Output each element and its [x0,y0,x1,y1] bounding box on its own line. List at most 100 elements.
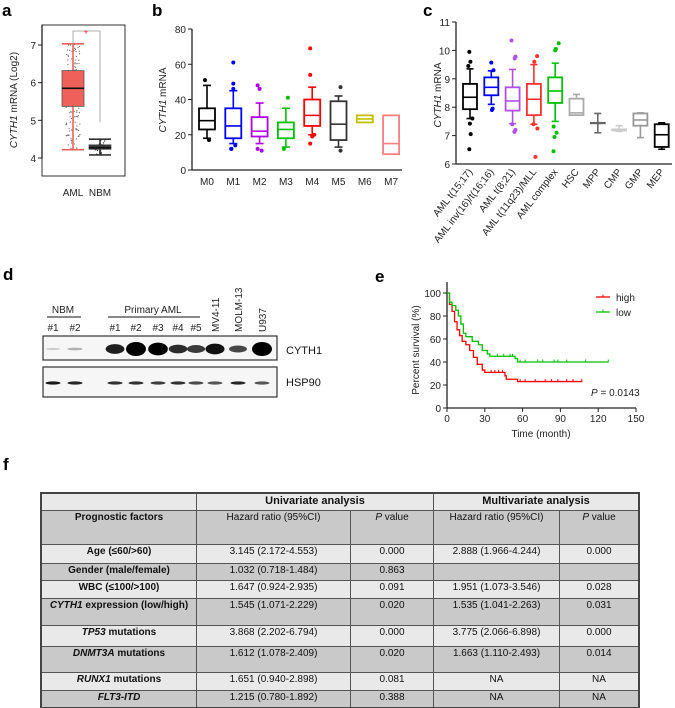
y-tick-label: 60 [175,60,187,71]
uni-p-cell: 0.000 [350,543,434,564]
factor-cell: WBC (≤100/>100) [40,579,197,599]
data-point [74,47,76,49]
y-tick-label: 20 [430,381,442,392]
factor-cell: TP53 mutations [40,624,197,647]
outlier-point [556,41,561,46]
p-symbol: P [591,388,598,399]
factor-text: expression (low/high) [82,599,189,611]
y-tick-label: 8 [444,103,450,114]
x-tick-label: 30 [479,414,491,425]
factor-cell: DNMT3A mutations [40,645,197,673]
multi-hr-cell: 3.775 (2.066-6.898) [433,624,560,647]
y-tick-label: 7 [30,41,36,52]
y-tick-label: 100 [424,289,441,300]
x-tick-label: HSC [560,167,582,190]
lane-label: #4 [172,323,184,334]
uni-p-cell: 0.020 [350,597,434,626]
outlier-point [466,64,471,69]
data-point [99,150,102,152]
box-m7 [382,114,401,156]
outlier-point [255,146,260,151]
box-aml [61,43,85,151]
y-tick-label: 80 [430,312,442,323]
outlier-point [535,126,540,131]
x-tick-label: M3 [279,177,293,188]
data-point [76,63,78,65]
data-point [73,143,76,145]
y-tick-label: 0 [435,404,441,415]
data-point [68,112,70,114]
lane-label: #1 [47,323,59,334]
y-tick-label: 6 [30,79,36,90]
y-tick-label: 40 [175,96,187,107]
lane-label: #2 [130,323,142,334]
uni-hr-cell: 1.215 (0.780-1.892) [196,689,351,708]
cyth1-band [67,347,83,351]
data-point [76,111,78,113]
data-point [103,140,106,142]
data-point [78,45,81,48]
data-point [75,59,77,61]
outlier-point [468,132,473,137]
data-point [67,144,69,146]
y-axis-label-text: mRNA [433,62,444,95]
x-tick-label: MPP [581,167,603,191]
y-tick-label: 7 [444,132,450,143]
cyth1-band [105,344,125,354]
box-aml-t-11q23-mll [526,54,542,159]
data-point [74,116,76,118]
cyth1-band [205,343,225,355]
panel-label-b: b [152,1,162,20]
data-point [75,69,77,71]
x-tick-label: M0 [200,177,214,188]
data-point [67,63,69,65]
data-point [68,130,71,132]
data-point [69,44,72,46]
cell-line-label: MOLM-13 [234,287,245,332]
data-point [70,110,72,113]
data-point [98,143,101,145]
outlier-point [231,86,236,91]
uni-hr-cell: 1.545 (1.071-2.229) [196,597,351,626]
data-point [96,145,99,148]
legend-label-low: low [616,308,632,319]
data-point [74,63,76,65]
data-point [67,134,69,136]
outlier-point [338,148,343,153]
data-point [94,148,96,151]
data-point [69,121,71,123]
y-axis-label-text: mRNA [158,67,169,100]
x-tick-label: M4 [305,177,319,188]
x-tick-label: 120 [590,414,607,425]
hsp90-band [188,381,204,385]
panel-e-survival-curve: 0 20 40 60 80 100 0 30 60 90 120 150 Time (month) Per… [411,282,645,440]
outlier-point [490,106,495,111]
uni-hr-cell: 1.032 (0.718-1.484) [196,562,351,581]
x-tick-label: M1 [226,177,240,188]
data-point [100,152,102,154]
factor-text: mutations [114,647,166,659]
data-point [102,138,105,140]
data-point [70,129,73,131]
x-tick-label: CMP [602,167,625,192]
data-point [65,106,67,108]
factor-text: mutations [105,626,157,638]
data-point [75,51,77,53]
data-point [94,146,96,148]
box-iqr [250,116,269,138]
y-tick-label: 40 [430,358,442,369]
nbm-group-label: NBM [52,305,74,316]
data-point [70,117,73,120]
multivariate-header: Multivariate analysis [433,492,640,511]
gene-name: DNMT3A [72,647,115,659]
data-point [77,47,79,49]
multi-p-cell: NA [559,671,640,691]
outlier-point [231,60,236,65]
x-tick-label: 90 [555,414,567,425]
x-tick-label: AML [63,188,84,199]
x-tick-label: NBM [89,188,111,199]
cyth1-band [45,347,61,351]
data-point [70,147,72,150]
data-point [65,53,68,56]
